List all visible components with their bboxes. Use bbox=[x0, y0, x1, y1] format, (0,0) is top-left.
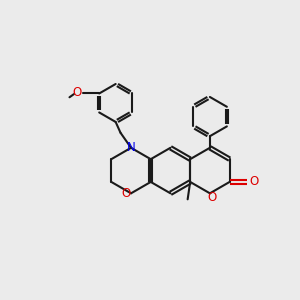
Text: O: O bbox=[73, 86, 82, 99]
Text: O: O bbox=[249, 176, 259, 188]
Text: O: O bbox=[208, 191, 217, 204]
Text: O: O bbox=[122, 187, 131, 200]
Text: N: N bbox=[127, 141, 135, 154]
